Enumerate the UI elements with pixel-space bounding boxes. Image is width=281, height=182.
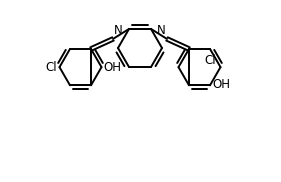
Text: N: N xyxy=(157,24,166,37)
Text: N: N xyxy=(114,24,123,37)
Text: Cl: Cl xyxy=(46,61,58,74)
Text: OH: OH xyxy=(103,61,121,74)
Text: Cl: Cl xyxy=(204,54,216,67)
Text: OH: OH xyxy=(212,78,230,91)
